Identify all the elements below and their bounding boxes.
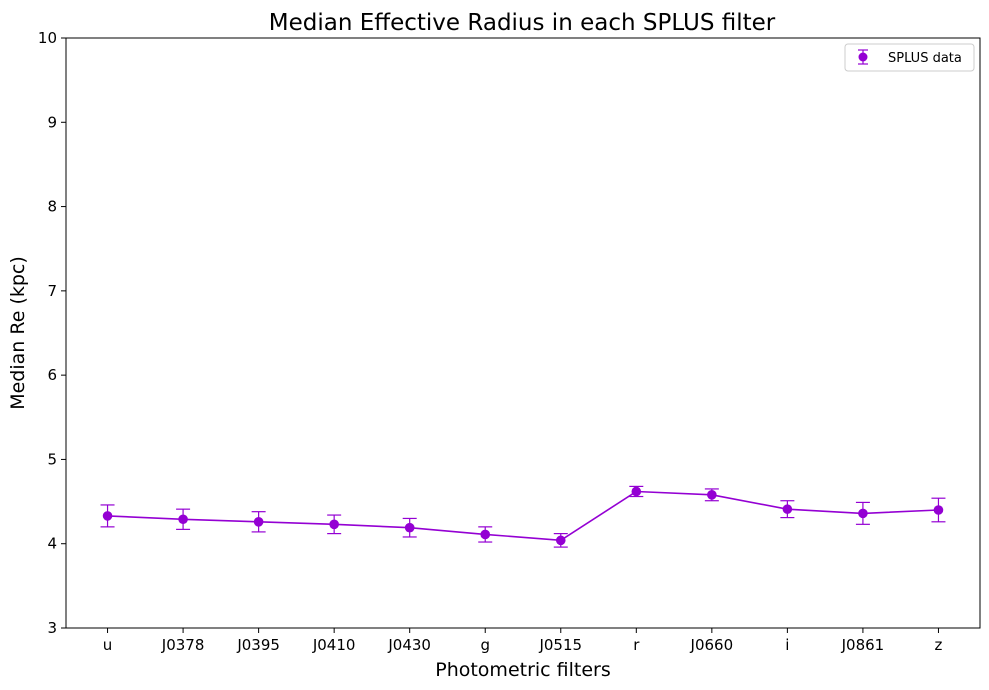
plot-area: [65, 37, 981, 629]
data-point: [782, 504, 793, 514]
x-axis-label: Photometric filters: [435, 659, 611, 681]
x-tick-label: J0861: [841, 636, 885, 654]
x-tick-label: z: [935, 636, 943, 654]
y-tick-label: 8: [47, 198, 57, 216]
legend-label: SPLUS data: [888, 51, 962, 66]
legend-marker: [858, 49, 868, 65]
x-tick-label: g: [480, 636, 490, 654]
y-tick-label: 9: [47, 113, 57, 131]
x-tick-label: J0410: [312, 636, 356, 654]
x-axis: u J0378 J0395 J0410 J0430 g J0515 r J0660 i J0861 z: [103, 628, 943, 654]
y-axis: 3 4 5 6 7 8 9 10: [38, 29, 66, 637]
x-tick-label: J0430: [387, 636, 431, 654]
y-tick-label: 7: [47, 282, 57, 300]
data-point: [707, 490, 717, 500]
data-point: [555, 535, 566, 546]
data-point: [933, 505, 944, 515]
data-point: [404, 522, 415, 533]
series-splus-data: [100, 485, 946, 548]
data-point: [631, 486, 642, 497]
data-point: [102, 511, 113, 521]
y-tick-label: 10: [38, 29, 57, 47]
data-point: [253, 517, 264, 527]
y-axis-label: Median Re (kpc): [7, 256, 29, 410]
chart-title: Median Effective Radius in each SPLUS fi…: [269, 10, 776, 36]
data-point: [178, 514, 188, 525]
data-point: [858, 508, 868, 519]
x-tick-label: J0515: [538, 636, 582, 654]
x-tick-label: J0660: [690, 636, 734, 654]
series-line: [107, 490, 939, 542]
y-tick-label: 5: [47, 450, 57, 468]
x-tick-label: r: [633, 636, 640, 654]
legend-box: [844, 43, 975, 72]
y-tick-label: 6: [47, 366, 57, 384]
x-tick-label: i: [785, 636, 789, 654]
y-tick-label: 4: [47, 535, 57, 553]
legend: SPLUS data: [844, 43, 975, 72]
x-tick-label: J0395: [236, 636, 280, 654]
x-tick-label: u: [103, 636, 113, 654]
x-tick-label: J0378: [161, 636, 205, 654]
data-point: [329, 519, 339, 530]
data-point: [480, 529, 491, 540]
y-tick-label: 3: [47, 619, 57, 637]
legend-point: [858, 52, 868, 62]
